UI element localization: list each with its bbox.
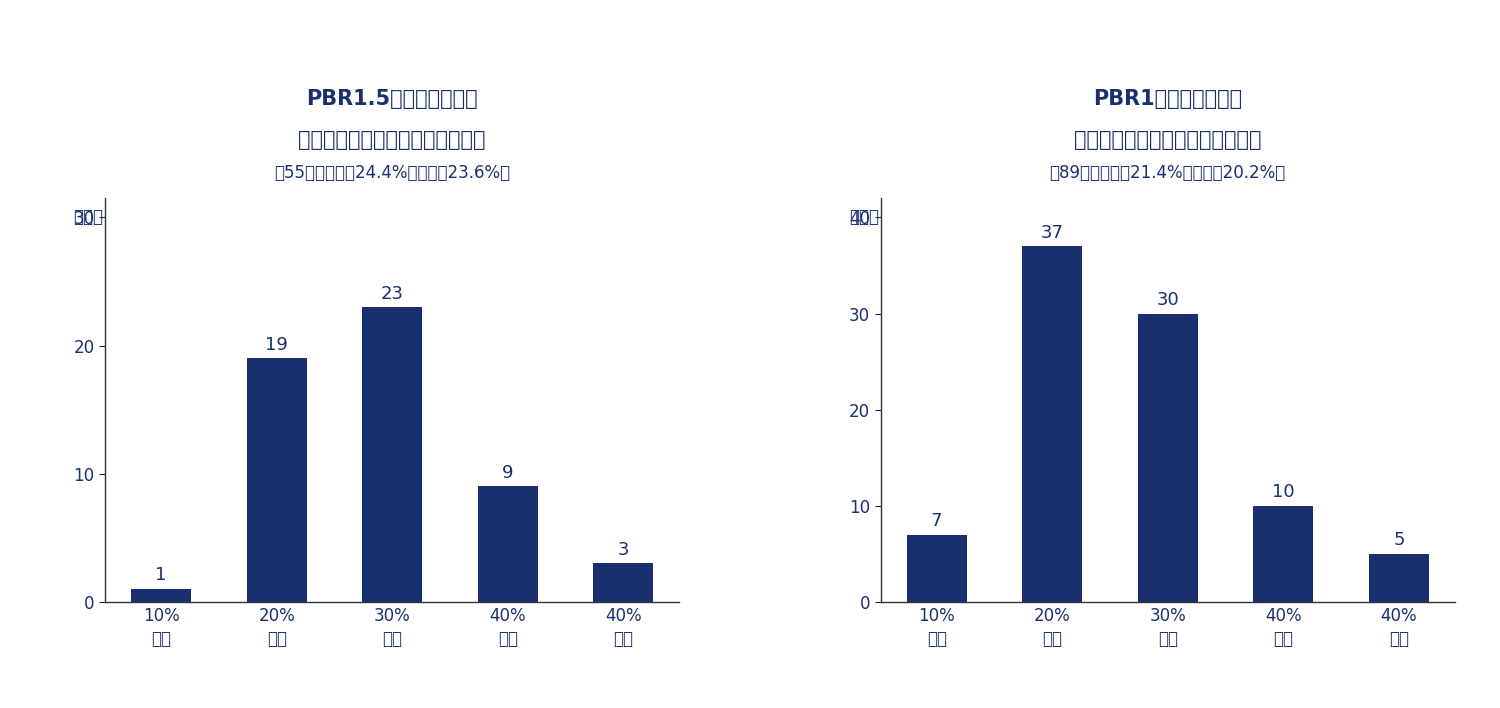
Bar [1254,506,1314,602]
Text: 9: 9 [503,464,513,482]
Bar [594,564,654,602]
Text: PBR1倍未満の会社の: PBR1倍未満の会社の [1094,89,1242,110]
Text: 23: 23 [381,285,404,302]
Bar [362,307,423,602]
Bar [906,535,966,602]
Bar [1137,314,1198,602]
Text: 37: 37 [1041,224,1064,241]
Text: （89社、平均値21.4%、中央値20.2%）: （89社、平均値21.4%、中央値20.2%） [1050,164,1286,182]
Text: サステナビリティ開示情報の割合: サステナビリティ開示情報の割合 [298,130,486,150]
Text: 30: 30 [1156,291,1179,309]
Bar [1370,554,1430,602]
Text: （55社、平均値24.4%、中央値23.6%）: （55社、平均値24.4%、中央値23.6%） [274,164,510,182]
Text: 7: 7 [932,512,942,530]
Text: （社）: （社） [849,208,879,227]
Bar [246,358,306,602]
Text: 1: 1 [156,566,166,584]
Text: 3: 3 [618,541,628,559]
Bar [477,486,538,602]
Bar [1022,246,1083,602]
Text: PBR1.5倍以上の会社の: PBR1.5倍以上の会社の [306,89,478,110]
Text: 5: 5 [1394,531,1404,549]
Text: （社）: （社） [74,208,104,227]
Bar [130,589,190,602]
Text: 19: 19 [266,336,288,354]
Text: サステナビリティ開示情報の割合: サステナビリティ開示情報の割合 [1074,130,1262,150]
Text: 10: 10 [1272,483,1294,501]
